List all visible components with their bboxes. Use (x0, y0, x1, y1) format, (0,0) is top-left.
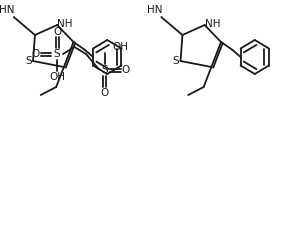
Text: O: O (121, 65, 130, 75)
Text: S: S (25, 56, 31, 66)
Text: S: S (54, 49, 60, 59)
Text: HN: HN (0, 5, 15, 15)
Text: O: O (53, 27, 61, 37)
Text: S: S (172, 56, 179, 66)
Text: OH: OH (112, 42, 128, 52)
Text: NH: NH (57, 19, 72, 29)
Text: HN: HN (147, 5, 162, 15)
Text: S: S (101, 65, 108, 75)
Text: O: O (100, 88, 108, 98)
Text: OH: OH (49, 72, 65, 82)
Text: NH: NH (204, 19, 220, 29)
Text: O: O (32, 49, 40, 59)
